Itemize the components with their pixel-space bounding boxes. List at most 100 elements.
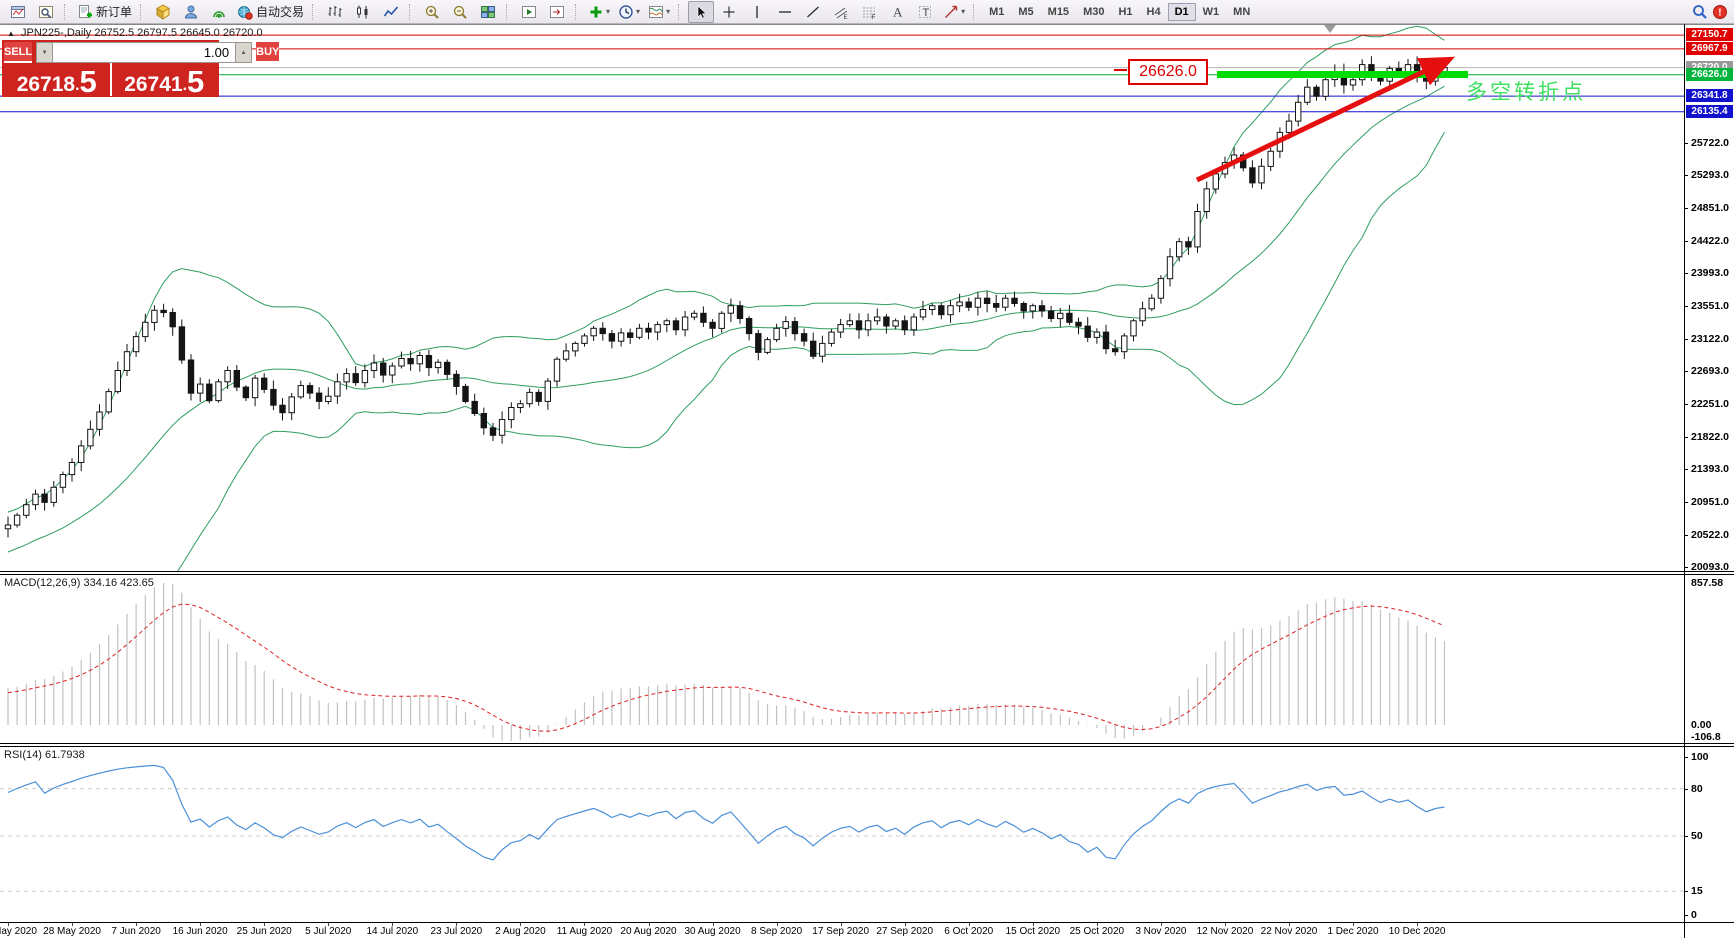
new-order-button[interactable]: 新订单 (74, 1, 135, 23)
price-flag-label[interactable]: 26626.0 (1128, 59, 1208, 85)
new-chart-button[interactable] (5, 1, 31, 23)
date-tick-label: 3 Nov 2020 (1135, 926, 1187, 937)
chevron-down-icon[interactable]: ▾ (666, 7, 671, 16)
candle-body (1002, 297, 1009, 308)
timeframe-mn-button[interactable]: MN (1233, 5, 1251, 18)
timeframe-m15-button[interactable]: M15 (1047, 5, 1070, 18)
sell-price-big-digit: 5 (79, 63, 97, 99)
candle-body (297, 385, 305, 398)
rsi-indicator-panel[interactable] (0, 747, 1684, 922)
candle-body (462, 385, 469, 402)
date-tick-label: 17 Sep 2020 (812, 926, 869, 937)
drawn-trend-arrow[interactable] (1195, 56, 1456, 183)
main-macd-separator[interactable] (0, 571, 1734, 572)
candle-body (471, 400, 478, 414)
crosshair-button[interactable] (716, 1, 742, 23)
timeframe-m5-button[interactable]: M5 (1018, 5, 1034, 18)
macd-rsi-separator[interactable] (0, 743, 1734, 744)
volume-input[interactable] (53, 42, 236, 63)
hline-icon (777, 4, 793, 20)
sell-price[interactable]: 26718 . 5 (4, 63, 110, 96)
candle-body (837, 324, 844, 333)
arrows-button[interactable]: ▾ (940, 1, 968, 23)
vertical-line-button[interactable] (744, 1, 770, 23)
candle-body (819, 342, 826, 357)
timeframe-h4-button[interactable]: H4 (1146, 5, 1161, 18)
equidistant-channel-button[interactable]: E (828, 1, 854, 23)
text-button[interactable]: A (884, 1, 910, 23)
buy-price-big-digit: 5 (187, 63, 205, 99)
templates-button[interactable]: ▾ (645, 1, 673, 23)
text-label-button[interactable]: T (912, 1, 938, 23)
main-macd-separator-2 (0, 574, 1734, 575)
chevron-down-icon[interactable]: ▾ (636, 7, 641, 16)
accounts-button[interactable] (178, 1, 204, 23)
signal-icon (211, 4, 227, 20)
timeframe-w1-button[interactable]: W1 (1202, 5, 1220, 18)
candle-body (169, 312, 176, 328)
annotation-text[interactable]: 多空转折点 (1466, 81, 1586, 104)
metaquotes-button[interactable] (150, 1, 176, 23)
candle-body (974, 297, 982, 308)
search-icon[interactable] (1692, 4, 1708, 20)
buy-button[interactable]: BUY (256, 42, 280, 63)
tile-windows-button[interactable] (475, 1, 501, 23)
autotrading-button[interactable]: 自动交易 (234, 1, 307, 23)
chevron-down-icon[interactable]: ▾ (961, 7, 966, 16)
cursor-button[interactable] (688, 0, 715, 23)
chart-shift-button[interactable] (544, 1, 570, 23)
toolbar-separator (678, 3, 683, 20)
autotrading-button-label: 自动交易 (256, 5, 305, 19)
fibonacci-button[interactable]: F (856, 1, 882, 23)
sell-button[interactable]: SELL (4, 42, 33, 63)
volume-decrease-button[interactable]: ▼ (36, 42, 54, 63)
date-tick-label: 8 Sep 2020 (751, 926, 803, 937)
auto-scroll-button[interactable] (516, 1, 542, 23)
candle-body (901, 320, 908, 331)
timeframe-d1-button[interactable]: D1 (1167, 2, 1196, 21)
buy-price[interactable]: 26741 . 5 (109, 63, 218, 99)
candle-body (50, 486, 57, 503)
chevron-down-icon[interactable]: ▾ (606, 7, 611, 16)
candle-body (41, 493, 48, 503)
chart-shift-marker-icon[interactable] (1324, 25, 1336, 33)
candle-body (1322, 79, 1329, 97)
date-tick-mark (1353, 923, 1355, 926)
horizontal-line-button[interactable] (772, 1, 798, 23)
shift-icon (549, 4, 565, 20)
candle-body (681, 316, 689, 331)
chart-top-border (0, 24, 1734, 25)
candle-body (773, 327, 780, 341)
candlestick-chart-button[interactable] (350, 1, 376, 23)
profiles-button[interactable] (33, 1, 59, 23)
candle-body (105, 391, 112, 413)
line-chart-button[interactable] (378, 1, 404, 23)
signals-button[interactable] (206, 1, 232, 23)
fibo-icon: F (861, 4, 877, 20)
macd-indicator-panel[interactable] (0, 575, 1684, 743)
periods-button[interactable]: ▾ (615, 1, 643, 23)
zoom-out-button[interactable] (447, 1, 473, 23)
candle-body (288, 396, 295, 414)
candle-body (544, 380, 551, 402)
trendline-button[interactable] (800, 1, 826, 23)
candle-body (334, 381, 341, 397)
date-tick-mark (200, 923, 202, 926)
drawn-horizontal-green-line[interactable] (1217, 71, 1468, 78)
bar-chart-button[interactable] (322, 1, 348, 23)
candle-body (224, 370, 231, 383)
candle-body (4, 524, 12, 530)
timeframe-h1-button[interactable]: H1 (1118, 5, 1133, 18)
date-tick-label: 2 Aug 2020 (495, 926, 546, 937)
timeframe-m30-button[interactable]: M30 (1083, 5, 1105, 18)
main-price-chart[interactable] (0, 24, 1684, 571)
volume-increase-button[interactable]: ▲ (235, 42, 253, 63)
macd-signal-line (7, 603, 1445, 732)
timeframe-m1-button[interactable]: M1 (989, 5, 1005, 18)
expand-triangle-icon[interactable]: ▲ (7, 29, 15, 38)
bars-icon (327, 4, 343, 20)
notifications-icon[interactable]: ! (1712, 4, 1728, 20)
indicators-button[interactable]: ▾ (585, 1, 613, 23)
candle-body (1112, 348, 1119, 353)
zoom-in-button[interactable] (419, 1, 445, 23)
